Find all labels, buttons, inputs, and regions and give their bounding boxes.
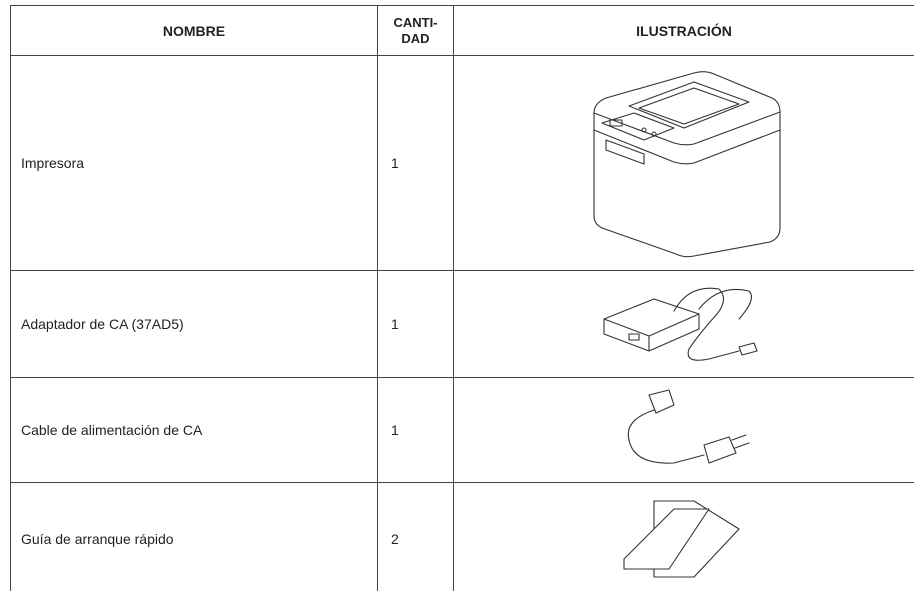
row: Adaptador de CA (37AD5) 1 bbox=[10, 270, 914, 378]
header-illustration: ILUSTRACIÓN bbox=[453, 5, 914, 56]
contents-table: NOMBRE CANTI- DAD ILUSTRACIÓN Impresora … bbox=[10, 5, 914, 591]
table-wrap: NOMBRE CANTI- DAD ILUSTRACIÓN Impresora … bbox=[10, 5, 914, 591]
item-name: Adaptador de CA (37AD5) bbox=[10, 270, 378, 378]
row: Impresora 1 bbox=[10, 55, 914, 271]
guide-illustration bbox=[623, 499, 740, 578]
item-quantity: 1 bbox=[377, 270, 454, 378]
row: Guía de arranque rápido 2 bbox=[10, 482, 914, 591]
item-name: Guía de arranque rápido bbox=[10, 482, 378, 591]
illustration-cell bbox=[453, 270, 914, 378]
adapter-illustration bbox=[603, 287, 758, 361]
header-name: NOMBRE bbox=[10, 5, 378, 56]
row: Cable de alimentación de CA 1 bbox=[10, 377, 914, 483]
item-quantity: 1 bbox=[377, 55, 454, 271]
illustration-cell bbox=[453, 482, 914, 591]
item-quantity: 1 bbox=[377, 377, 454, 483]
illustration-cell bbox=[453, 55, 914, 271]
header-quantity: CANTI- DAD bbox=[377, 5, 454, 56]
item-name: Impresora bbox=[10, 55, 378, 271]
item-name: Cable de alimentación de CA bbox=[10, 377, 378, 483]
printer-illustration bbox=[593, 71, 781, 258]
item-quantity: 2 bbox=[377, 482, 454, 591]
header-row: NOMBRE CANTI- DAD ILUSTRACIÓN bbox=[10, 5, 914, 56]
illustration-cell bbox=[453, 377, 914, 483]
cable-illustration bbox=[627, 389, 750, 464]
